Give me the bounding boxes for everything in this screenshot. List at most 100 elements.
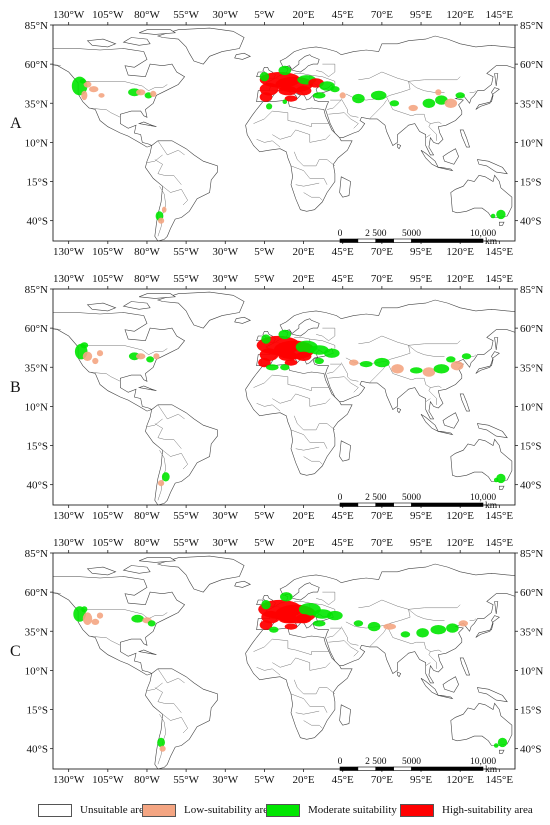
suitability-patch [161,472,170,482]
landmass-outline [339,176,351,198]
country-border [341,98,359,118]
landmass-outline [438,167,454,172]
lat-label-left: 15°S [26,177,48,189]
suitability-patch [161,206,167,213]
suitability-patch [422,98,436,109]
country-border [425,398,431,410]
suitability-patch [458,620,468,627]
scale-unit: km [485,501,498,511]
lat-label-right: 10°N [520,137,543,149]
country-border [272,393,331,407]
lat-label-left: 40°S [26,216,48,228]
lon-label-bottom: 80°W [134,246,160,258]
lon-label-bottom: 20°E [293,774,315,786]
suitability-patch [284,359,298,366]
suitability-patch [367,621,381,632]
landmass-outline [450,174,513,218]
legend-label-low: Low-suitability area [184,804,273,816]
landmass-outline [459,657,471,676]
scale-segment [411,502,484,507]
lat-label-left: 85°N [25,20,48,32]
lat-label-left: 40°S [26,480,48,492]
lat-label-left: 35°N [25,98,48,110]
country-border [256,403,281,412]
lon-label-bottom: 30°W [212,510,238,522]
landmass-outline [234,580,252,588]
suitability-patch [339,92,346,99]
lon-label-top: 145°E [486,273,514,285]
suitability-patch [493,477,499,483]
suitability-patch [352,93,365,104]
lon-label-bottom: 130°W [53,510,85,522]
legend-swatch-unsuitable [38,803,72,817]
world-map [53,25,515,241]
lon-label-top: 145°E [486,537,514,549]
country-border [293,151,336,167]
country-border [157,668,185,684]
lon-label-top: 30°W [212,537,238,549]
country-border [157,714,167,765]
scale-tick-label: 2 500 [365,229,387,239]
country-border [272,129,331,143]
scale-tick-label: 2 500 [365,493,387,503]
lon-label-top: 120°E [446,9,474,21]
lon-label-bottom: 105°W [92,774,124,786]
landmass-outline [53,576,186,676]
map-frame [52,552,516,770]
suitability-areas [71,65,506,224]
landmass-outline [137,649,157,655]
lon-label-top: 105°W [92,537,124,549]
lon-label-top: 145°E [486,9,514,21]
legend-swatch-low [142,803,176,817]
lon-label-top: 45°E [332,273,354,285]
lat-label-left: 40°S [26,744,48,756]
lon-label-bottom: 95°E [410,774,432,786]
lon-label-bottom: 30°W [212,774,238,786]
legend-item-low: Low-suitability area [142,802,273,818]
country-border [428,387,437,405]
lon-label-bottom: 95°E [410,510,432,522]
suitability-patch [430,625,447,635]
scale-segment [339,766,359,771]
map-frame [52,24,516,242]
suitability-patch [400,631,411,638]
lat-label-left: 10°N [25,665,48,677]
lat-label-right: 10°N [520,401,543,413]
landmass-outline [234,316,252,324]
suitability-patch [269,626,279,633]
scale-segment [411,766,484,771]
lon-label-bottom: 45°E [332,246,354,258]
suitability-patch [455,92,465,99]
lat-label-right: 85°N [520,548,543,560]
country-border [256,667,281,676]
lat-label-right: 40°S [520,216,542,228]
suitability-patch [157,737,166,748]
landmass-outline [475,615,500,638]
scale-tick-label: 5000 [402,757,421,767]
country-border [328,112,359,129]
landmass-outline [156,27,245,65]
lon-label-bottom: 120°E [446,510,474,522]
lat-label-left: 10°N [25,401,48,413]
suitability-patch [280,364,290,371]
suitability-patch [278,351,298,361]
country-border [389,609,411,624]
scale-segment [393,238,412,243]
country-border [154,687,182,713]
country-border [341,362,359,382]
lon-label-top: 55°W [173,9,199,21]
country-border [162,186,188,206]
lon-label-bottom: 30°W [212,246,238,258]
suitability-patch [259,348,279,362]
world-map [53,289,515,505]
landmass-outline [397,671,402,678]
suitability-patch [370,90,387,101]
suitability-patch [96,350,104,357]
country-border [79,345,168,355]
lon-label-top: 70°E [371,9,393,21]
panel-label: B [10,379,21,396]
landmass-outline [122,301,151,310]
landmass-outline [234,52,252,60]
suitability-patch [408,104,418,112]
country-border [327,363,342,374]
